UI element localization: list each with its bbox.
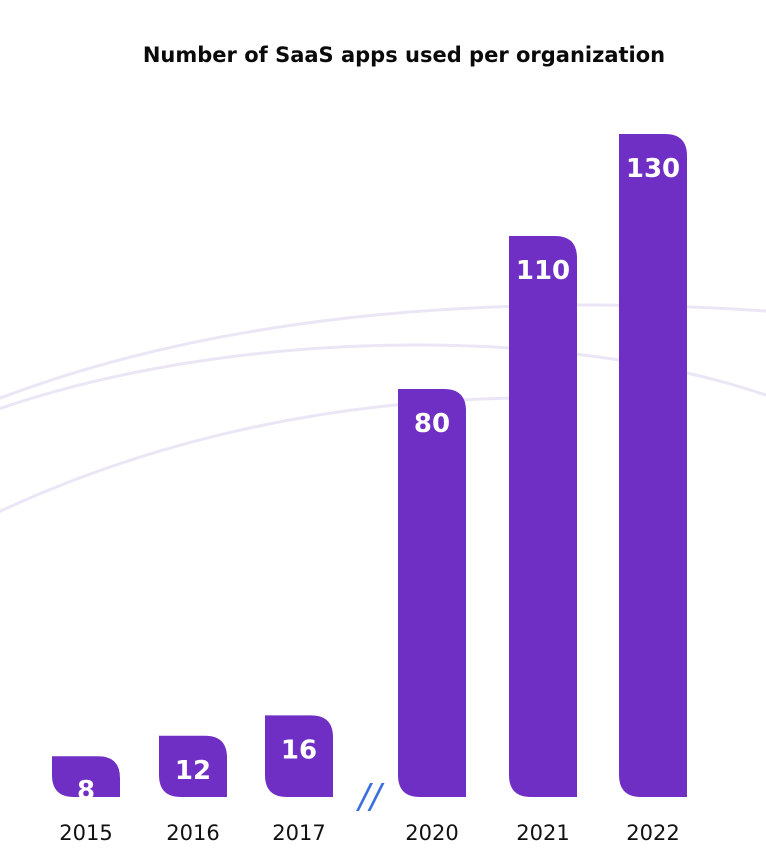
bar-value-label-2021: 110 — [516, 256, 570, 286]
x-tick-label-2017: 2017 — [272, 821, 325, 845]
bar-value-label-2017: 16 — [281, 735, 317, 765]
x-tick-label-2022: 2022 — [626, 821, 679, 845]
axis-break-mark: // — [356, 777, 385, 817]
bar-2016 — [159, 735, 227, 797]
bars — [52, 134, 687, 797]
x-tick-label-2016: 2016 — [166, 821, 219, 845]
chart-title: Number of SaaS apps used per organizatio… — [143, 43, 665, 67]
bar-2021 — [509, 236, 577, 797]
decor-arc-3 — [0, 396, 561, 514]
x-tick-label-2020: 2020 — [405, 821, 458, 845]
x-tick-label-2015: 2015 — [59, 821, 112, 845]
bar-value-label-2016: 12 — [175, 756, 211, 786]
x-axis-ticks: 2015 2016 2017 2020 2021 2022 — [59, 821, 679, 845]
bar-value-label-2015: 8 — [77, 776, 95, 806]
bar-value-label-2022: 130 — [626, 154, 680, 184]
bar-value-label-2020: 80 — [414, 409, 450, 439]
bar-labels: 8 12 16 80 110 130 — [77, 154, 680, 806]
bar-2015 — [52, 756, 120, 797]
x-tick-label-2021: 2021 — [516, 821, 569, 845]
bar-2020 — [398, 389, 466, 797]
bar-2022 — [619, 134, 687, 797]
bar-2017 — [265, 715, 333, 797]
